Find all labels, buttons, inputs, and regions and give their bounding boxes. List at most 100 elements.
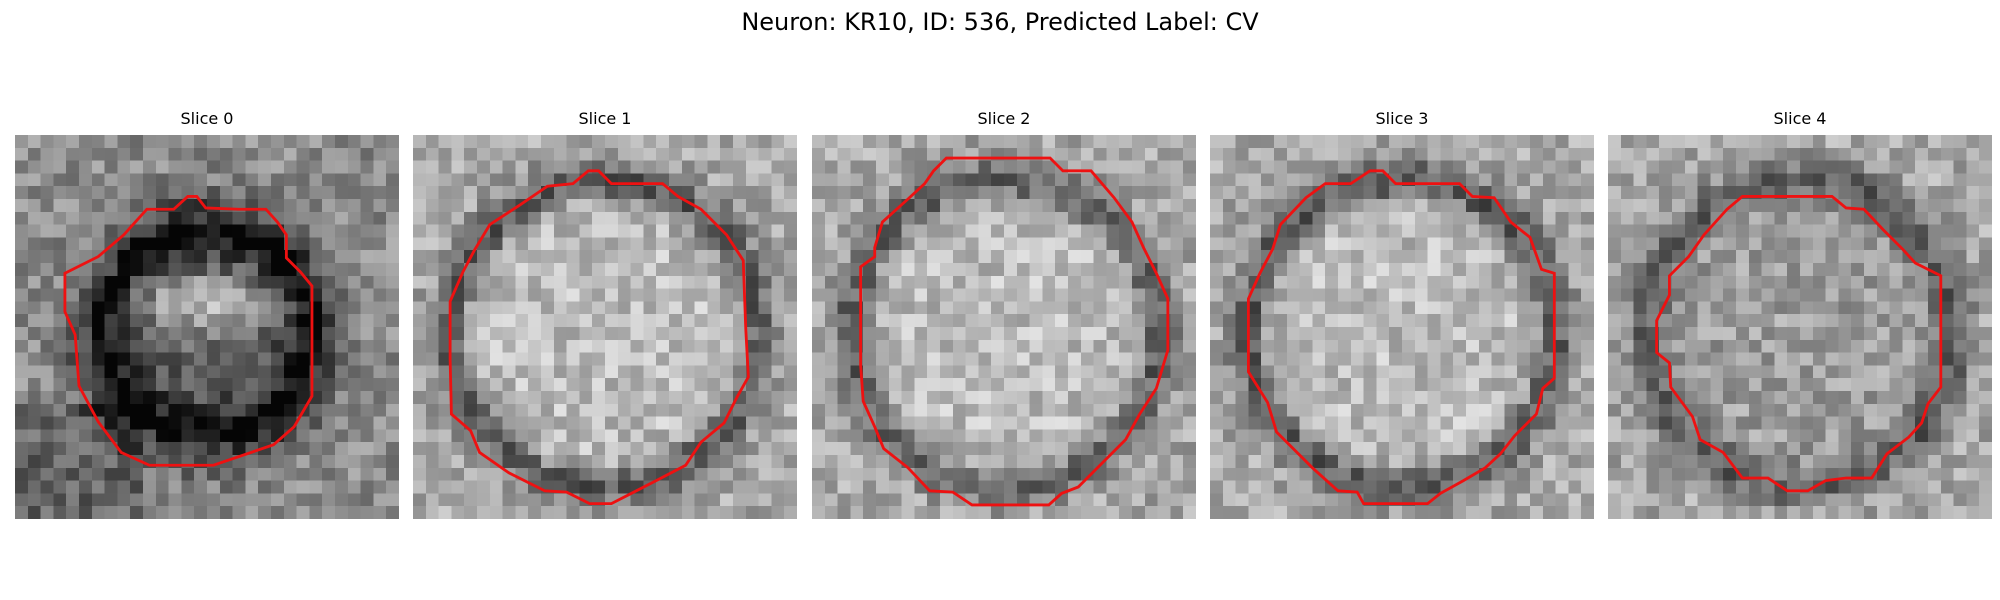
slice-pixel [681,339,695,353]
slice-pixel [1825,237,1839,251]
slice-pixel [296,199,310,213]
slice-pixel [1029,327,1043,341]
slice-pixel [1838,442,1852,456]
slice-pixel [347,250,361,264]
slice-pixel [1684,288,1698,302]
slice-pixel [232,211,246,225]
slice-pixel [66,186,80,200]
slice-pixel [271,288,285,302]
slice-pixel [1928,199,1942,213]
slice-pixel [1568,275,1582,289]
slice-pixel [1453,263,1467,277]
slice-pixel [1902,442,1916,456]
slice-pixel [143,288,157,302]
slice-pixel [1555,173,1569,187]
slice-pixel [1068,378,1082,392]
slice-pixel [1132,429,1146,443]
slice-pixel [1106,301,1120,315]
slice-pixel [1248,429,1262,443]
slice-pixel [1748,506,1762,519]
slice-pixel [1119,301,1133,315]
slice-pixel [720,288,734,302]
slice-pixel [66,160,80,174]
slice-pixel [1350,365,1364,379]
slice-pixel [143,403,157,417]
slice-pixel [1581,480,1594,494]
slice-pixel [837,224,851,238]
slice-pixel [1800,339,1814,353]
slice-pixel [1274,455,1288,469]
slice-pixel [707,480,721,494]
slice-pixel [1889,211,1903,225]
slice-pixel [784,263,797,277]
slice-pixel [1851,391,1865,405]
slice-pixel [1672,147,1686,161]
slice-pixel [694,506,708,519]
slice-pixel [1106,160,1120,174]
slice-pixel [1338,211,1352,225]
slice-pixel [515,455,529,469]
slice-pixel [1170,275,1184,289]
slice-pixel [681,480,695,494]
slice-pixel [694,147,708,161]
slice-pixel [592,186,606,200]
slice-pixel [1261,186,1275,200]
slice-pixel [1530,135,1544,149]
slice-pixel [1402,339,1416,353]
slice-pixel [1620,263,1634,277]
slice-pixel [502,288,516,302]
slice-pixel [1812,327,1826,341]
slice-pixel [1966,467,1980,481]
slice-pixel [812,135,826,149]
slice-pixel [656,480,670,494]
slice-pixel [1055,403,1069,417]
slice-pixel [386,455,399,469]
slice-pixel [1183,250,1196,264]
slice-pixel [1016,301,1030,315]
slice-pixel [1748,173,1762,187]
slice-pixel [360,250,374,264]
slice-pixel [1608,378,1622,392]
slice-pixel [592,199,606,213]
slice-pixel [1183,301,1196,315]
slice-pixel [1106,211,1120,225]
slice-pixel [1286,391,1300,405]
slice-pixel [991,173,1005,187]
slice-pixel [876,288,890,302]
slice-pixel [720,275,734,289]
slice-pixel [1119,442,1133,456]
slice-pixel [464,480,478,494]
slice-pixel [283,186,297,200]
slice-pixel [1144,365,1158,379]
slice-pixel [309,467,323,481]
slice-pixel [1144,493,1158,507]
slice-pixel [1864,147,1878,161]
slice-pixel [15,301,29,315]
slice-pixel [1979,480,1992,494]
slice-pixel [1029,288,1043,302]
slice-pixel [1979,224,1992,238]
slice-pixel [1633,314,1647,328]
slice-pixel [245,250,259,264]
slice-pixel [489,429,503,443]
slice-pixel [386,160,399,174]
slice-pixel [1299,442,1313,456]
slice-pixel [502,391,516,405]
slice-pixel [1144,480,1158,494]
slice-pixel [541,493,555,507]
slice-pixel [771,250,785,264]
slice-pixel [1761,352,1775,366]
slice-pixel [79,365,93,379]
slice-pixel [914,442,928,456]
slice-pixel [413,352,427,366]
slice-pixel [1710,429,1724,443]
slice-pixel [425,480,439,494]
slice-pixel [1093,480,1107,494]
slice-pixel [1542,442,1556,456]
slice-pixel [1440,135,1454,149]
slice-pixel [53,352,67,366]
slice-pixel [1530,378,1544,392]
slice-pixel [1684,160,1698,174]
slice-pixel [1940,327,1954,341]
slice-pixel [347,442,361,456]
